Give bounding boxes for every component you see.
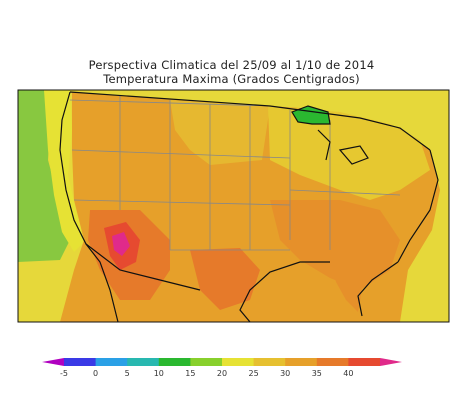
desert-peak-zone bbox=[112, 232, 130, 256]
legend-swatch bbox=[95, 358, 128, 366]
northeast-mild-zone bbox=[268, 106, 430, 200]
legend-tick-label: 20 bbox=[217, 369, 227, 378]
legend-tick-label: 35 bbox=[312, 369, 322, 378]
map-title: Perspectiva Climatica del 25/09 al 1/10 … bbox=[88, 58, 375, 72]
legend-swatch bbox=[348, 358, 381, 366]
legend-tick-label: 5 bbox=[125, 369, 130, 378]
legend-arrow-high bbox=[380, 358, 402, 366]
legend-tick-label: 40 bbox=[343, 369, 353, 378]
legend-tick-label: 15 bbox=[185, 369, 195, 378]
coastlines bbox=[59, 91, 439, 322]
northern-plains-zone bbox=[170, 100, 270, 165]
legend-arrow-low bbox=[42, 358, 64, 366]
legend-swatch bbox=[285, 358, 318, 366]
legend-tick-label: 10 bbox=[154, 369, 164, 378]
legend-tick-label: 0 bbox=[93, 369, 98, 378]
legend-swatch bbox=[190, 358, 223, 366]
legend-tick-label: 30 bbox=[280, 369, 290, 378]
state-borders bbox=[69, 96, 401, 251]
texas-hot-zone bbox=[190, 248, 260, 310]
florida-zone bbox=[330, 262, 362, 312]
southeast-warm-zone bbox=[270, 200, 400, 290]
legend-swatch bbox=[64, 358, 97, 366]
legend-swatch bbox=[222, 358, 255, 366]
legend-tick-label: 25 bbox=[249, 369, 259, 378]
map-subtitle: Temperatura Maxima (Grados Centigrados) bbox=[103, 72, 360, 86]
color-legend: -5 0 5 10 15 20 25 30 35 40 bbox=[42, 358, 402, 378]
pacific-cool-zone bbox=[18, 90, 70, 262]
map-frame bbox=[17, 89, 450, 323]
legend-swatch bbox=[253, 358, 286, 366]
legend-swatch bbox=[158, 358, 191, 366]
coastal-yellow-zone bbox=[44, 90, 86, 252]
legend-tick-label: -5 bbox=[60, 369, 68, 378]
legend-swatch bbox=[127, 358, 160, 366]
legend-swatch bbox=[316, 358, 349, 366]
